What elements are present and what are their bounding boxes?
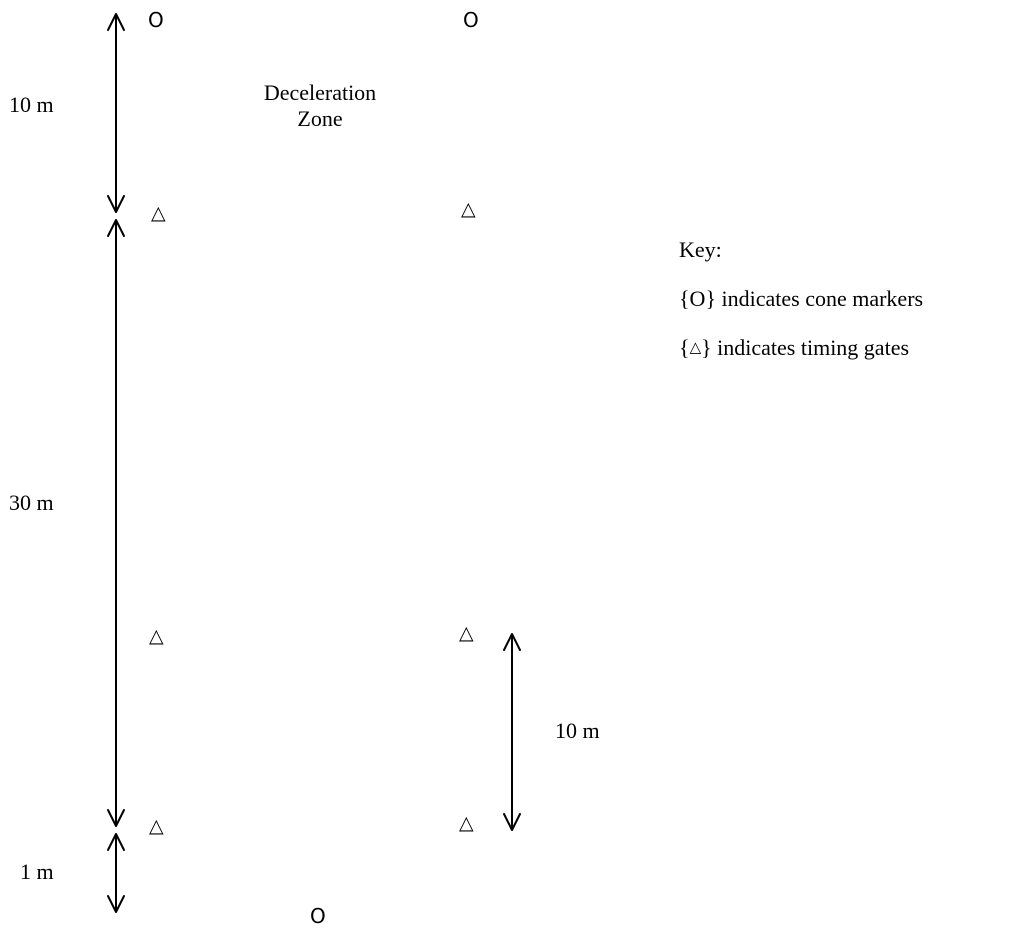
timing-gate-icon: △ <box>149 815 164 837</box>
key-gate-entry: {△} indicates timing gates <box>679 335 909 361</box>
timing-gate-icon: △ <box>459 812 474 834</box>
deceleration-zone-label: Deceleration Zone <box>236 80 404 133</box>
key-gate-text: } indicates timing gates <box>701 335 910 360</box>
distance-label-split: 10 m <box>555 718 600 743</box>
zone-line-2: Zone <box>297 106 343 132</box>
distance-label-main: 30 m <box>9 490 54 515</box>
cone-marker-icon: O <box>148 8 164 32</box>
key-gate-open: { <box>679 335 690 360</box>
timing-gate-icon: △ <box>461 198 476 220</box>
key-title: Key: <box>679 237 722 262</box>
timing-gate-icon: △ <box>149 625 164 647</box>
timing-gate-icon: △ <box>689 338 702 356</box>
zone-line-1: Deceleration <box>263 80 377 105</box>
cone-marker-icon: O <box>310 904 326 928</box>
timing-gate-icon: △ <box>459 622 474 644</box>
cone-marker-icon: O <box>463 8 479 32</box>
timing-gate-icon: △ <box>151 202 166 224</box>
distance-label-top: 10 m <box>9 92 54 117</box>
key-cone-entry: {O} indicates cone markers <box>679 286 924 311</box>
distance-label-bottom: 1 m <box>20 859 54 884</box>
